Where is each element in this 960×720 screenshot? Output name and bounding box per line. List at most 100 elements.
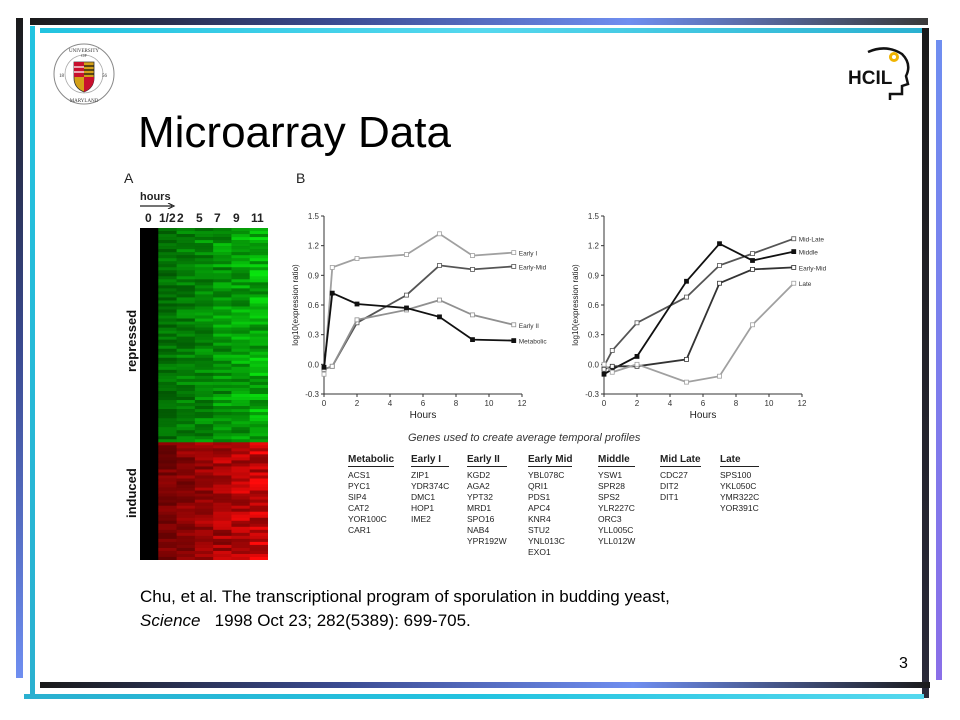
gene-name: SPS2 xyxy=(598,492,620,502)
x-tick-label: 8 xyxy=(734,399,739,408)
data-point xyxy=(354,256,360,261)
data-point xyxy=(437,231,442,237)
frame-right-bar xyxy=(922,28,929,698)
gene-name: HOP1 xyxy=(411,503,435,513)
induced-label: induced xyxy=(124,468,139,518)
hour-tick-label: 2 xyxy=(177,211,184,225)
page-number: 3 xyxy=(899,655,908,672)
data-point xyxy=(717,373,722,379)
data-point xyxy=(354,317,360,323)
data-point xyxy=(791,236,797,242)
gene-name: KGD2 xyxy=(467,470,491,480)
y-tick-label: 1.2 xyxy=(308,242,320,251)
hcil-logo-text: HCIL xyxy=(848,68,893,89)
x-axis-label: Hours xyxy=(690,410,717,421)
gene-column: Late SPS100 YKL050C YMR322C YOR391C xyxy=(720,454,760,514)
genes-table-title: Genes used to create average temporal pr… xyxy=(408,432,641,444)
gene-name: DIT2 xyxy=(660,481,679,491)
y-tick-label: -0.3 xyxy=(305,390,319,399)
series-line xyxy=(603,242,794,375)
gene-name: YLR227C xyxy=(598,503,635,513)
data-point xyxy=(601,371,607,377)
y-tick-label: 0.3 xyxy=(588,331,600,340)
x-tick-label: 2 xyxy=(355,399,360,408)
gene-name: DMC1 xyxy=(411,492,436,502)
y-tick-label: 0.0 xyxy=(588,360,600,369)
hour-tick-label: 9 xyxy=(233,211,240,225)
y-tick-label: 0.6 xyxy=(588,301,600,310)
hours-arrow-icon xyxy=(140,203,176,209)
gene-column-header: Mid Late xyxy=(660,454,701,467)
data-point xyxy=(750,258,755,263)
data-point xyxy=(437,297,442,303)
gene-name: AGA2 xyxy=(467,481,490,491)
data-point xyxy=(717,241,722,247)
gene-name: MRD1 xyxy=(467,503,492,513)
gene-name: YPT32 xyxy=(467,492,493,502)
data-point xyxy=(750,251,755,256)
gene-name: YNL013C xyxy=(528,536,565,546)
x-tick-label: 10 xyxy=(485,399,494,408)
y-tick-label: 0.9 xyxy=(588,271,600,280)
x-tick-label: 10 xyxy=(765,399,774,408)
y-tick-label: 0.3 xyxy=(308,331,320,340)
series-label: Early I xyxy=(519,251,538,258)
line-chart-1: -0.3 0.0 0.3 0.6 0.9 1.2 1.5 0 2 4 6 8 10 12 Hours log1… xyxy=(291,212,547,421)
gene-name: YDR374C xyxy=(411,481,450,491)
gene-name: SPR28 xyxy=(598,481,625,491)
data-point xyxy=(404,292,409,298)
x-tick-label: 4 xyxy=(388,399,393,408)
gene-column-header: Early II xyxy=(467,454,507,467)
citation: Chu, et al. The transcriptional program … xyxy=(140,585,670,633)
y-tick-label: -0.3 xyxy=(585,390,599,399)
gene-name: NAB4 xyxy=(467,525,490,535)
gene-name: SPO16 xyxy=(467,514,495,524)
gene-name: CAT2 xyxy=(348,503,370,513)
x-axis-label: Hours xyxy=(410,410,437,421)
gene-name: ORC3 xyxy=(598,514,622,524)
data-point xyxy=(511,338,517,344)
data-point xyxy=(609,369,615,375)
gene-name: ZIP1 xyxy=(411,470,429,480)
gene-name: IME2 xyxy=(411,514,431,524)
gene-name: YOR100C xyxy=(348,514,387,524)
y-tick-label: 1.5 xyxy=(588,212,600,221)
gene-column-header: Late xyxy=(720,454,760,467)
gene-column-header: Middle xyxy=(598,454,636,467)
gene-name: KNR4 xyxy=(528,514,551,524)
gene-column-header: Early I xyxy=(411,454,450,467)
gene-name: YBL078C xyxy=(528,470,565,480)
data-point xyxy=(601,361,607,367)
hour-tick-label: 1/2 xyxy=(159,211,176,225)
repressed-label: repressed xyxy=(124,309,139,372)
umd-logo-year-18: 18 xyxy=(59,74,65,79)
data-point xyxy=(321,371,327,377)
gene-column-header: Early Mid xyxy=(528,454,573,467)
data-point xyxy=(404,252,409,257)
data-point xyxy=(634,320,640,326)
x-tick-label: 4 xyxy=(668,399,673,408)
frame-bottom-bar xyxy=(40,682,930,688)
panel-a-label: A xyxy=(124,170,134,186)
y-tick-label: 1.5 xyxy=(308,212,320,221)
gene-column: Metabolic ACS1 PYC1 SIP4 CAT2 YOR100C CAR1 xyxy=(348,454,395,536)
data-point xyxy=(329,363,335,369)
gene-name: YPR192W xyxy=(467,536,507,546)
gene-name: SIP4 xyxy=(348,492,367,502)
series-label: Mid-Late xyxy=(799,237,825,244)
gene-name: CAR1 xyxy=(348,525,371,535)
frame-right-bar-2 xyxy=(936,40,942,680)
data-point xyxy=(717,280,722,286)
data-point xyxy=(437,263,442,268)
frame-top-bar-cyan xyxy=(40,28,928,33)
gene-name: APC4 xyxy=(528,503,551,513)
citation-line-1: Chu, et al. The transcriptional program … xyxy=(140,587,670,606)
data-point xyxy=(354,301,360,307)
x-tick-label: 2 xyxy=(635,399,640,408)
data-point xyxy=(750,267,755,272)
gene-name: SPS100 xyxy=(720,470,752,480)
series-label: Early-Mid xyxy=(799,265,827,272)
data-point xyxy=(684,356,689,362)
data-point xyxy=(470,312,475,318)
series-line xyxy=(603,266,794,371)
